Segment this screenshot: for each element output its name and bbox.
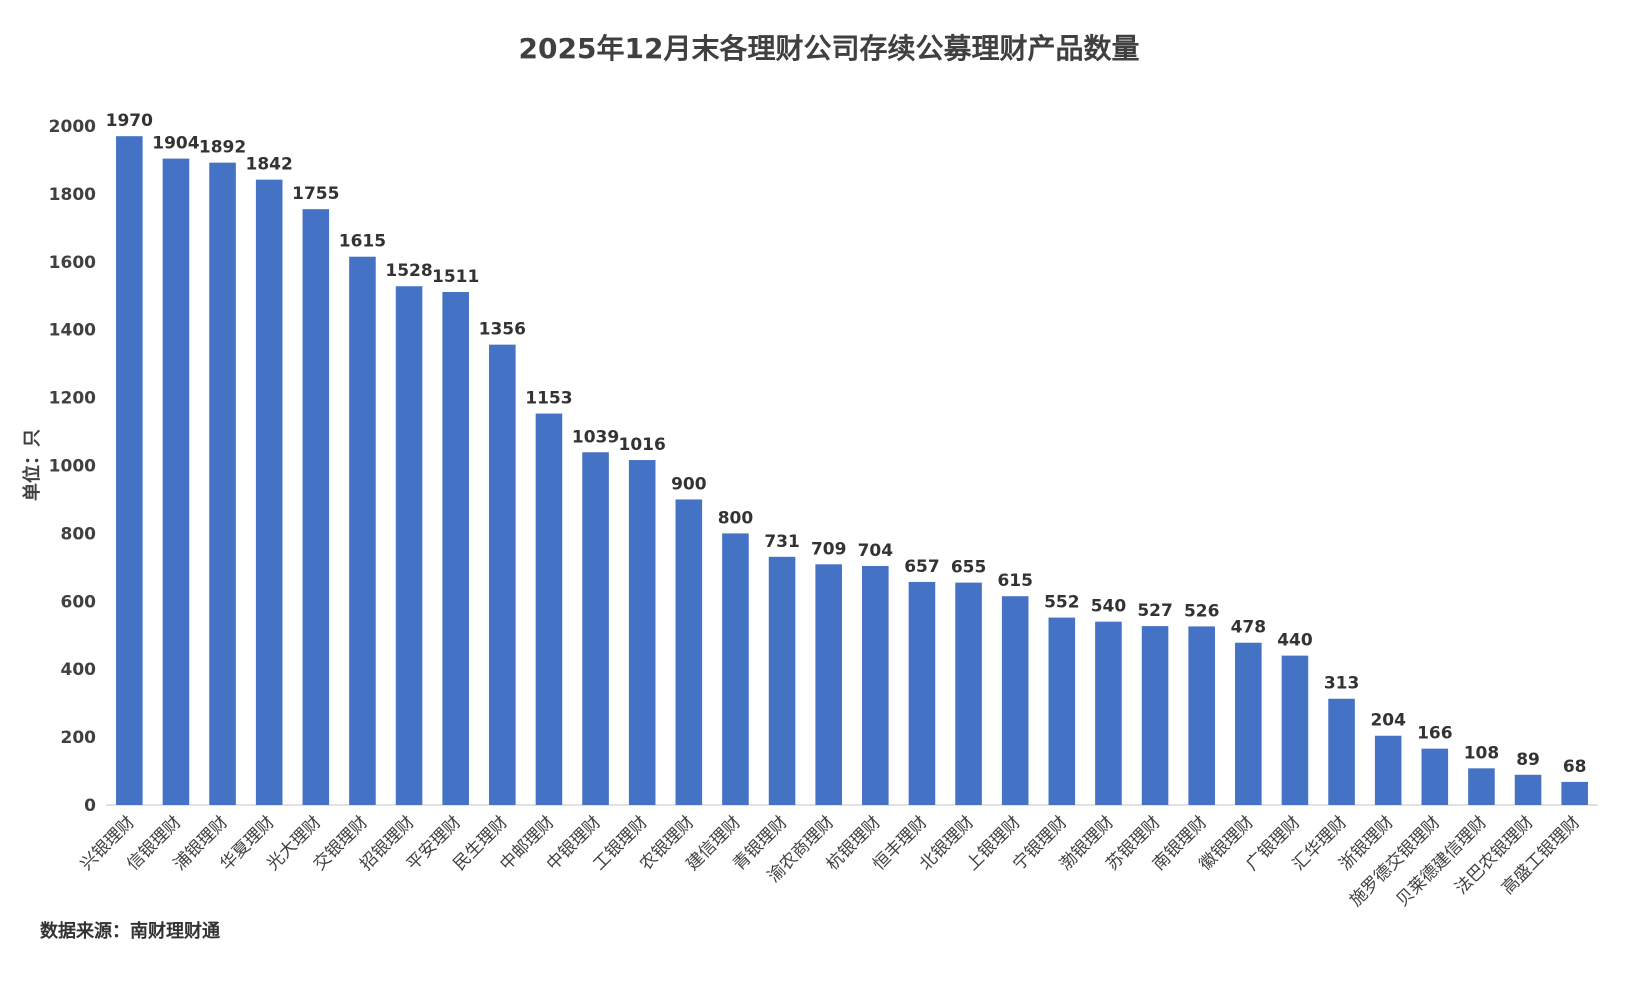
x-axis-labels: 兴银理财信银理财浦银理财华夏理财光大理财交银理财招银理财平安理财民生理财中邮理财… <box>77 812 1585 910</box>
y-tick-label: 1600 <box>49 253 96 273</box>
y-axis-label: 单位：只 <box>21 429 43 501</box>
data-label: 313 <box>1324 674 1360 694</box>
data-label: 204 <box>1370 711 1406 731</box>
bar <box>1468 768 1495 805</box>
data-label: 1755 <box>292 184 339 204</box>
bar <box>675 499 703 805</box>
data-label: 900 <box>671 474 707 494</box>
data-label: 731 <box>764 532 800 552</box>
y-tick-label: 0 <box>84 796 96 816</box>
y-tick-label: 2000 <box>49 117 96 137</box>
data-label: 704 <box>858 541 894 561</box>
data-label: 108 <box>1464 743 1500 763</box>
data-label: 1970 <box>106 111 153 131</box>
data-label: 1892 <box>199 138 246 158</box>
bar <box>815 564 842 805</box>
y-tick-label: 800 <box>61 524 97 544</box>
data-label: 615 <box>997 571 1033 591</box>
bar <box>1328 698 1355 805</box>
data-label: 540 <box>1091 597 1127 617</box>
bar <box>908 581 936 805</box>
bar <box>349 256 376 805</box>
data-label: 478 <box>1231 618 1267 638</box>
bar <box>1514 774 1542 805</box>
y-tick-label: 400 <box>61 660 97 680</box>
data-label: 440 <box>1277 631 1313 651</box>
bar <box>116 136 143 805</box>
bars <box>116 136 1588 806</box>
bar <box>395 286 423 805</box>
data-label: 1153 <box>525 389 572 409</box>
bar <box>255 179 283 806</box>
y-tick-label: 1200 <box>49 389 96 409</box>
bar <box>489 344 516 805</box>
bar <box>1095 621 1122 805</box>
bar <box>1001 596 1029 805</box>
bar <box>302 209 330 806</box>
bar <box>442 292 469 805</box>
bar <box>1374 735 1402 805</box>
data-label: 657 <box>904 557 940 577</box>
y-tick-label: 1400 <box>49 321 96 341</box>
bar <box>768 556 796 805</box>
data-label: 1904 <box>152 134 199 154</box>
bar <box>1561 781 1588 805</box>
data-label: 166 <box>1417 724 1453 744</box>
data-label: 1039 <box>572 427 619 447</box>
data-label: 1842 <box>246 155 293 175</box>
data-label: 1511 <box>432 267 479 287</box>
bar <box>1235 642 1262 805</box>
bar <box>1421 748 1449 805</box>
bar <box>862 565 889 805</box>
bar <box>1281 655 1309 805</box>
data-label: 89 <box>1516 750 1540 770</box>
chart-title: 2025年12月末各理财公司存续公募理财产品数量 <box>519 32 1140 65</box>
data-label: 655 <box>951 558 987 578</box>
y-tick-label: 1800 <box>49 185 96 205</box>
bar <box>722 533 749 805</box>
bar <box>1141 626 1169 805</box>
bar <box>535 413 563 805</box>
data-label: 526 <box>1184 601 1220 621</box>
bar <box>628 460 656 805</box>
y-axis-ticks: 0 200 400 600 800 1000 1200 1400 1600 1800 2000 <box>49 117 96 816</box>
data-label: 800 <box>718 508 754 528</box>
y-tick-label: 1000 <box>49 457 96 477</box>
bar <box>582 452 609 805</box>
data-label: 709 <box>811 539 847 559</box>
bar <box>209 162 236 805</box>
y-tick-label: 200 <box>61 728 97 748</box>
bar <box>1188 626 1215 805</box>
source-note: 数据来源：南财理财通 <box>40 920 220 942</box>
data-label: 527 <box>1137 601 1173 621</box>
y-tick-label: 600 <box>61 592 97 612</box>
data-label: 552 <box>1044 593 1080 613</box>
bar <box>955 582 982 805</box>
data-label: 1016 <box>619 435 666 455</box>
data-label: 1528 <box>385 261 432 281</box>
bar <box>162 158 190 806</box>
data-label: 1356 <box>479 320 526 340</box>
data-label: 68 <box>1563 757 1587 777</box>
bar <box>1048 617 1076 805</box>
data-label: 1615 <box>339 232 386 252</box>
